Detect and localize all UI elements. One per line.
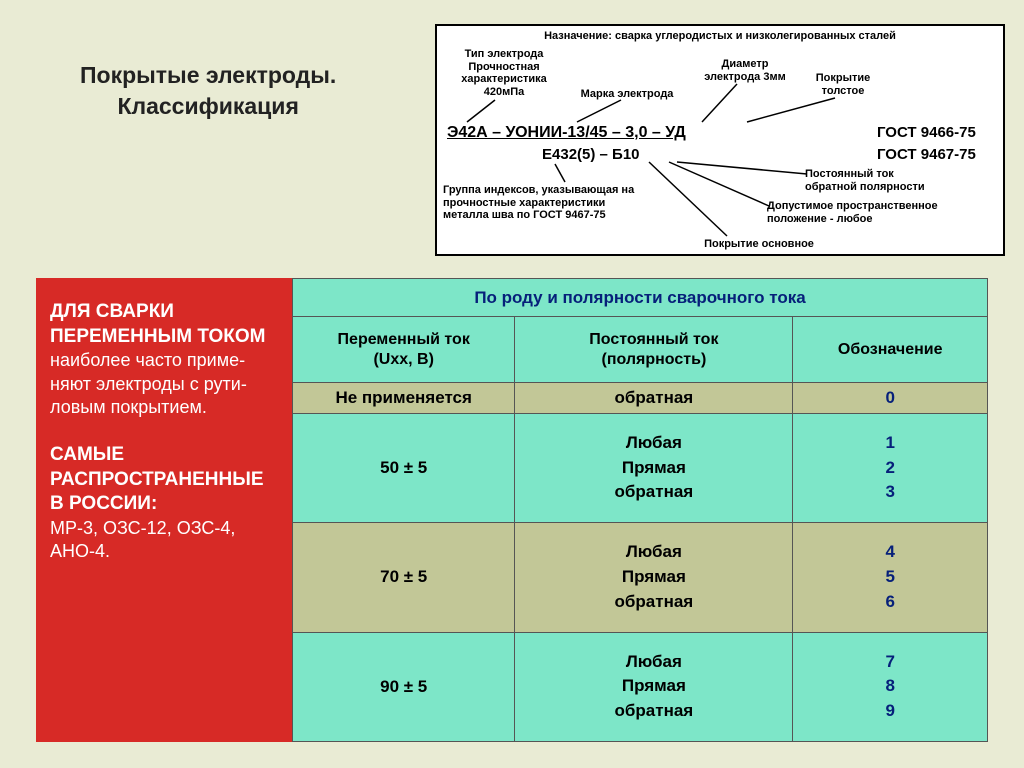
col-header-dc: Постоянный ток(полярность) (515, 317, 793, 383)
diagram-coating-type: Покрытие основное (669, 238, 849, 251)
diagram-dc-reverse: Постоянный токобратной полярности (805, 168, 975, 193)
page-title: Покрытые электроды.Классификация (80, 60, 336, 122)
red-text-2: МР-3, ОЗС-12, ОЗС-4, АНО-4. (50, 517, 278, 564)
current-polarity-table: По роду и полярности сварочного тока Пер… (292, 278, 988, 742)
cell-polarity: обратная (515, 383, 793, 414)
table-header-top: По роду и полярности сварочного тока (293, 279, 988, 317)
table-subheader-row: Переменный ток(Uxx, В) Постоянный ток(по… (293, 317, 988, 383)
diagram-label-brand: Марка электрода (572, 88, 682, 101)
red-caption-2: САМЫЕ РАСПРОСТРАНЕННЫЕ В РОССИИ: (50, 443, 278, 517)
col-header-designation: Обозначение (793, 317, 988, 383)
diagram-gost2: ГОСТ 9467-75 (877, 146, 976, 163)
cell-ac: 70 ± 5 (293, 523, 515, 632)
table-row: 50 ± 5 ЛюбаяПрямаяобратная 123 (293, 413, 988, 522)
diagram-gost1: ГОСТ 9466-75 (877, 124, 976, 141)
diagram-label-diameter: Диаметрэлектрода 3мм (695, 58, 795, 83)
cell-polarity: ЛюбаяПрямаяобратная (515, 632, 793, 741)
diagram-index-group: Группа индексов, указывающая напрочностн… (443, 184, 663, 222)
red-text-1: наиболее часто приме-няют электроды с ру… (50, 349, 278, 419)
cell-polarity: ЛюбаяПрямаяобратная (515, 523, 793, 632)
table-row: Не применяется обратная 0 (293, 383, 988, 414)
cell-polarity: ЛюбаяПрямаяобратная (515, 413, 793, 522)
cell-designation: 123 (793, 413, 988, 522)
table-row: 70 ± 5 ЛюбаяПрямаяобратная 456 (293, 523, 988, 632)
diagram-position: Допустимое пространственноеположение - л… (767, 200, 987, 225)
diagram-label-type: Тип электродаПрочностнаяхарактеристика42… (449, 48, 559, 99)
diagram-purpose: Назначение: сварка углеродистых и низкол… (437, 30, 1003, 43)
electrode-designation-diagram: Назначение: сварка углеродистых и низкол… (435, 24, 1005, 256)
cell-ac: Не применяется (293, 383, 515, 414)
table-header-row: По роду и полярности сварочного тока (293, 279, 988, 317)
red-caption-1: ДЛЯ СВАРКИ ПЕРЕМЕННЫМ ТОКОМ (50, 300, 278, 349)
cell-designation: 456 (793, 523, 988, 632)
diagram-label-coating: Покрытиетолстое (803, 72, 883, 97)
cell-ac: 90 ± 5 (293, 632, 515, 741)
cell-designation: 789 (793, 632, 988, 741)
red-info-panel: ДЛЯ СВАРКИ ПЕРЕМЕННЫМ ТОКОМ наиболее час… (36, 278, 292, 742)
diagram-sub-code: Е432(5) – Б10 (542, 146, 640, 163)
cell-ac: 50 ± 5 (293, 413, 515, 522)
main-content-grid: ДЛЯ СВАРКИ ПЕРЕМЕННЫМ ТОКОМ наиболее час… (36, 278, 988, 742)
table-row: 90 ± 5 ЛюбаяПрямаяобратная 789 (293, 632, 988, 741)
diagram-main-code: Э42А – УОНИИ-13/45 – 3,0 – УД (447, 124, 686, 142)
cell-designation: 0 (793, 383, 988, 414)
col-header-ac: Переменный ток(Uxx, В) (293, 317, 515, 383)
